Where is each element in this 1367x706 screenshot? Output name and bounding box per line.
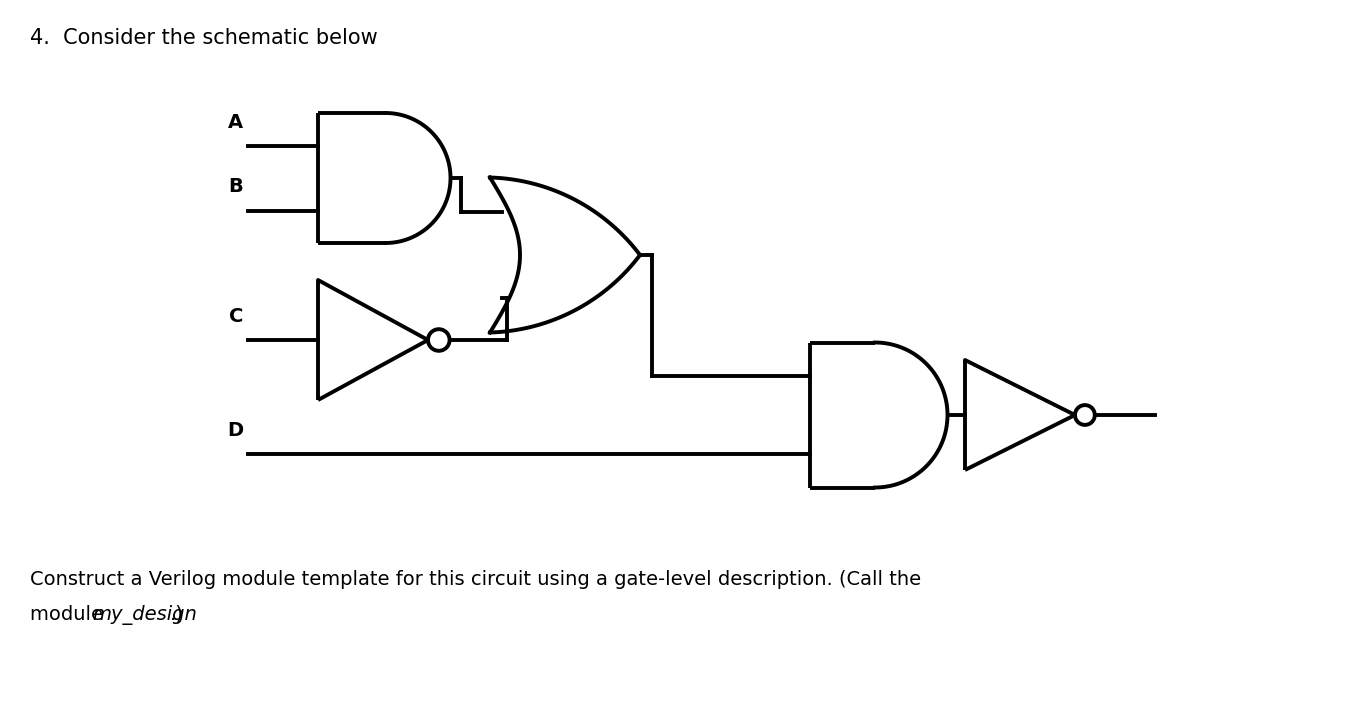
Text: module: module [30, 605, 109, 624]
Text: Construct a Verilog module template for this circuit using a gate-level descript: Construct a Verilog module template for … [30, 570, 921, 589]
Text: C: C [228, 307, 243, 326]
Text: D: D [227, 421, 243, 440]
Text: B: B [228, 177, 243, 196]
Text: .): .) [170, 605, 185, 624]
Text: A: A [228, 112, 243, 131]
Text: my_design: my_design [92, 605, 197, 625]
Text: 4.  Consider the schematic below: 4. Consider the schematic below [30, 28, 377, 48]
